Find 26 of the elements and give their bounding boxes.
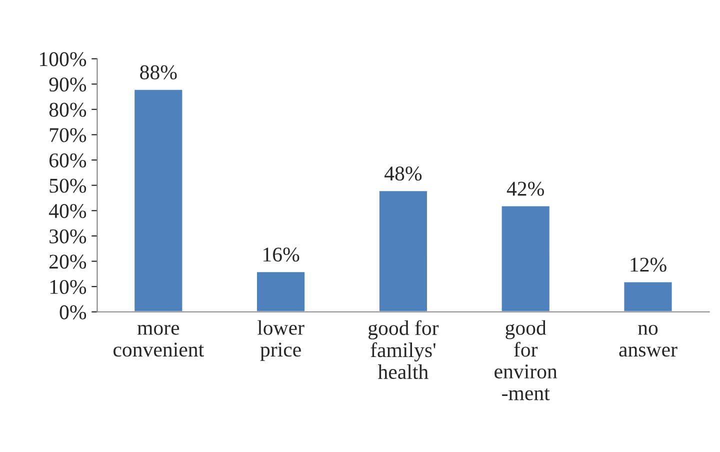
y-tick-label: 100% <box>40 52 86 66</box>
y-tick-label: 30% <box>50 229 86 244</box>
bar <box>622 280 674 312</box>
y-tick-label: 60% <box>49 153 86 168</box>
x-tick-label: good for familys' health <box>368 320 439 380</box>
data-label: 12% <box>630 258 666 272</box>
bar <box>378 190 428 312</box>
data-label: 88% <box>140 65 177 80</box>
bar <box>133 88 184 312</box>
data-label: 48% <box>384 166 422 181</box>
x-tick-label: lower price <box>258 320 304 361</box>
y-tick-label: 40% <box>49 204 86 218</box>
y-tick-label: 20% <box>50 254 86 269</box>
bar <box>256 270 306 312</box>
y-tick-label: 90% <box>49 77 86 92</box>
y-tick-label: 80% <box>49 102 86 117</box>
x-tick-label: good for environ -ment <box>494 320 558 400</box>
bar <box>500 204 551 312</box>
x-tick-label: more convenient <box>113 324 204 357</box>
y-tick-label: 0% <box>60 305 86 320</box>
data-label: 42% <box>506 182 544 196</box>
data-label: 16% <box>264 248 300 262</box>
y-tick-label: 50% <box>50 178 86 193</box>
y-tick-label: 70% <box>50 128 86 142</box>
x-tick-label: no answer <box>619 324 678 357</box>
y-tick-label: 10% <box>50 280 86 294</box>
